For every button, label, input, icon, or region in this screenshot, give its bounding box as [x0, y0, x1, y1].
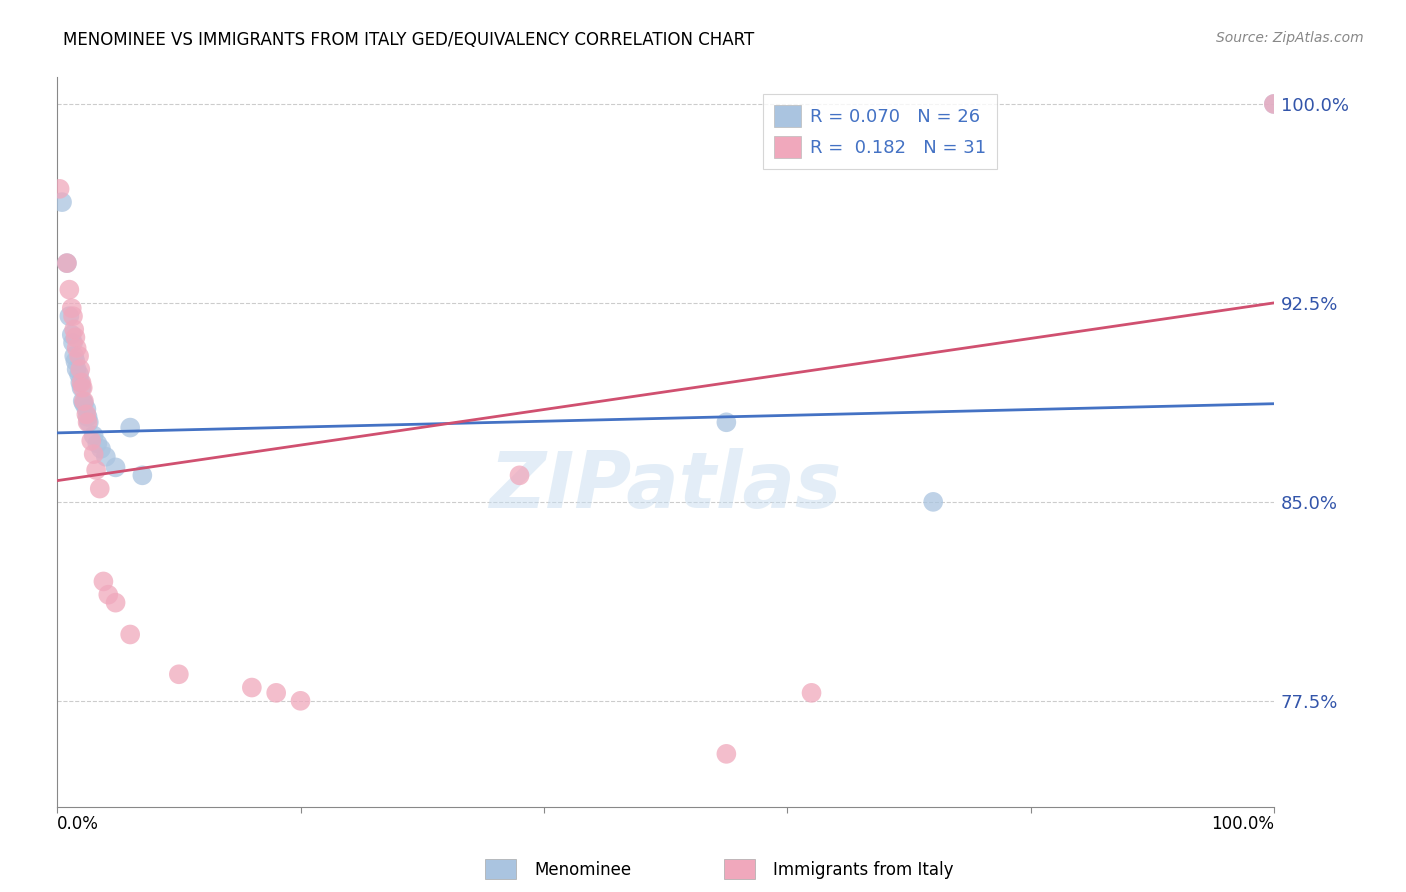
Point [290, 694, 312, 708]
Point [69, 362, 91, 376]
Point [1263, 97, 1285, 112]
Text: 0.0%: 0.0% [58, 815, 98, 833]
Text: MENOMINEE VS IMMIGRANTS FROM ITALY GED/EQUIVALENCY CORRELATION CHART: MENOMINEE VS IMMIGRANTS FROM ITALY GED/E… [63, 31, 755, 49]
Point [73, 394, 96, 409]
Point [65, 330, 87, 344]
Text: Immigrants from Italy: Immigrants from Italy [773, 861, 953, 879]
Point [73, 397, 96, 411]
Point [75, 407, 97, 421]
Point [131, 468, 153, 483]
Point [58, 283, 80, 297]
Point [72, 381, 94, 395]
Point [104, 596, 127, 610]
Point [67, 349, 90, 363]
Point [922, 495, 945, 509]
Point [58, 309, 80, 323]
Point [60, 327, 83, 342]
Point [66, 341, 89, 355]
Point [167, 667, 190, 681]
Point [70, 381, 93, 395]
Point [63, 322, 86, 336]
Point [67, 368, 90, 382]
Point [51, 195, 73, 210]
Point [69, 376, 91, 390]
Point [76, 409, 98, 424]
Point [94, 450, 117, 464]
Legend: R = 0.070   N = 26, R =  0.182   N = 31: R = 0.070 N = 26, R = 0.182 N = 31 [763, 94, 997, 169]
Point [104, 460, 127, 475]
Point [66, 362, 89, 376]
Point [63, 349, 86, 363]
Point [62, 335, 84, 350]
Point [76, 415, 98, 429]
Point [60, 301, 83, 316]
Point [86, 436, 108, 450]
Point [48, 182, 70, 196]
Point [70, 376, 93, 390]
Text: ZIPatlas: ZIPatlas [489, 448, 842, 524]
Point [90, 442, 112, 456]
Text: Source: ZipAtlas.com: Source: ZipAtlas.com [1216, 31, 1364, 45]
Point [800, 686, 823, 700]
Point [56, 256, 79, 270]
Point [62, 309, 84, 323]
Point [72, 394, 94, 409]
Point [84, 463, 107, 477]
Point [80, 434, 103, 448]
Point [120, 627, 142, 641]
Point [509, 468, 531, 483]
Point [716, 747, 738, 761]
Point [264, 686, 287, 700]
Point [93, 574, 115, 589]
Point [65, 354, 87, 368]
Point [75, 402, 97, 417]
Point [77, 415, 100, 429]
Point [120, 420, 142, 434]
Point [1263, 97, 1285, 112]
Point [83, 447, 105, 461]
Point [83, 428, 105, 442]
Point [716, 415, 738, 429]
Point [56, 256, 79, 270]
Point [240, 681, 263, 695]
Point [89, 482, 111, 496]
Text: 100.0%: 100.0% [1211, 815, 1274, 833]
Text: Menominee: Menominee [534, 861, 631, 879]
Point [97, 588, 120, 602]
